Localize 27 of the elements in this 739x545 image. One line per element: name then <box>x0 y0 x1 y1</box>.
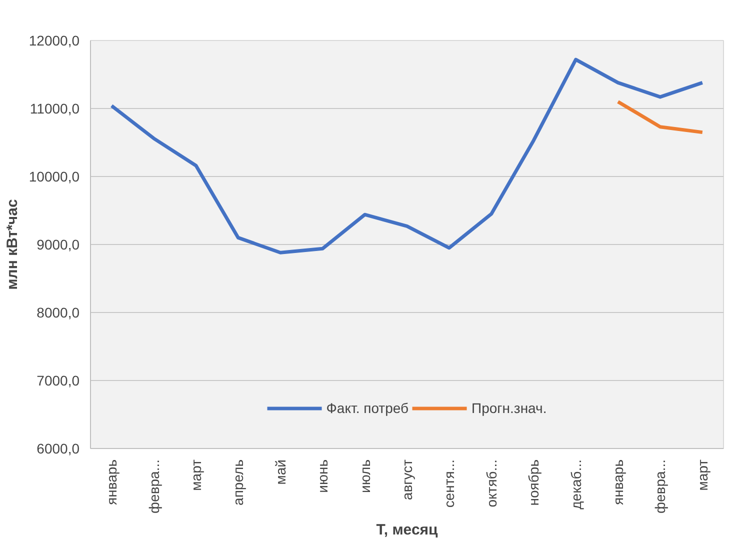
x-tick-label: август <box>399 458 415 500</box>
x-tick-label: февра... <box>652 460 668 514</box>
y-axis-title: млн кВт*час <box>4 199 21 290</box>
x-tick-label: апрель <box>230 460 246 506</box>
x-tick-label: февра... <box>146 460 162 514</box>
x-axis-title: Т, месяц <box>376 521 439 538</box>
x-tick-label: сентя... <box>441 459 458 508</box>
y-tick-label: 8000,0 <box>36 304 80 320</box>
y-tick-label: 7000,0 <box>36 372 80 388</box>
x-tick-label: декаб... <box>568 459 584 510</box>
x-tick-label: март <box>188 458 204 491</box>
y-tick-label: 12000,0 <box>28 32 80 48</box>
y-tick-label: 10000,0 <box>28 168 80 184</box>
x-tick-label: июль <box>356 459 373 493</box>
y-tick-label: 6000,0 <box>36 440 80 456</box>
x-tick-label: январь <box>610 459 626 505</box>
legend-label: Прогн.знач. <box>472 400 547 416</box>
y-tick-label: 9000,0 <box>36 236 80 252</box>
legend-label: Факт. потреб <box>326 400 409 416</box>
x-tick-label: ноябрь <box>526 459 542 506</box>
y-tick-label: 11000,0 <box>30 100 80 116</box>
x-tick-label: январь <box>104 459 120 505</box>
x-tick-label: май <box>272 459 288 485</box>
x-tick-label: октяб... <box>483 460 500 508</box>
x-tick-label: март <box>694 458 710 491</box>
line-series <box>110 58 704 254</box>
x-tick-label: июнь <box>314 459 331 493</box>
